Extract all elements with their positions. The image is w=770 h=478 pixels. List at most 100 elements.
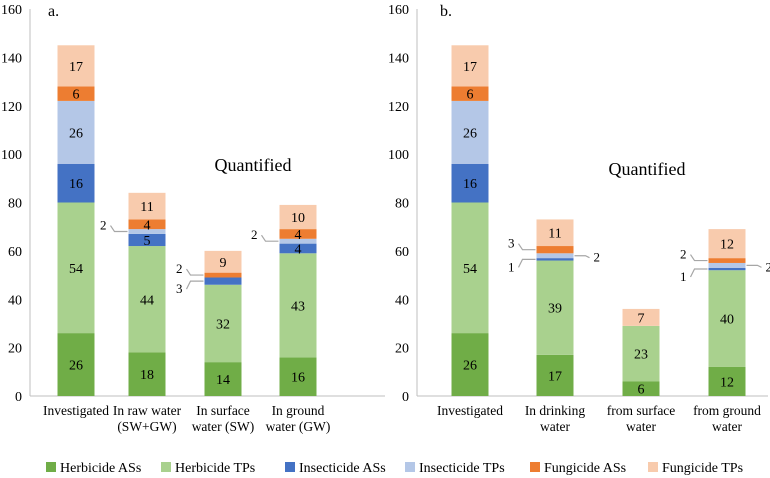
panel-title: a. (48, 3, 59, 20)
y-tick-label: 0 (402, 390, 409, 405)
callout-leader (110, 225, 128, 233)
bar-segment (279, 357, 317, 396)
legend-label: Fungicide TPs (662, 461, 743, 476)
bar-segment (279, 253, 317, 358)
callout-leader (518, 243, 536, 251)
bar-segment (128, 352, 166, 396)
legend-item: Fungicide TPs (648, 461, 743, 476)
x-category-label: water (SW) (192, 419, 255, 434)
bar-segment (279, 243, 317, 254)
bar-segment (622, 325, 660, 382)
y-tick-label: 140 (1, 51, 22, 66)
data-label: 40 (720, 313, 734, 328)
data-label: 17 (463, 60, 477, 75)
x-category-label: In raw water (113, 403, 182, 418)
bar-segment (57, 100, 95, 164)
data-label: 54 (463, 262, 477, 277)
bar-segment (451, 100, 489, 164)
bar-segment (708, 267, 746, 271)
legend-item: Insecticide TPs (405, 461, 505, 476)
callout-label: 2 (680, 247, 687, 262)
y-tick-label: 60 (395, 245, 409, 260)
x-category-label: In ground (272, 403, 325, 418)
data-label: 6 (73, 88, 80, 103)
bar-segment (536, 258, 574, 261)
data-label: 17 (548, 369, 562, 384)
annotation-quantified: Quantified (215, 155, 292, 175)
x-category-label: water (540, 419, 570, 434)
bar-segment (451, 45, 489, 87)
data-label: 12 (720, 375, 734, 390)
callout-leader (186, 268, 204, 276)
data-label: 5 (144, 234, 151, 249)
y-tick-label: 160 (1, 3, 22, 18)
x-category-label: In surface (196, 403, 250, 418)
panel-title: b. (440, 3, 452, 20)
y-tick-label: 60 (8, 245, 22, 260)
bar-segment (57, 333, 95, 396)
y-tick-label: 120 (1, 100, 22, 115)
legend-label: Fungicide ASs (544, 461, 626, 476)
legend-item: Herbicide TPs (161, 461, 255, 476)
legend-label: Insecticide ASs (299, 461, 386, 476)
legend-item: Insecticide ASs (285, 461, 386, 476)
bar-segment (128, 192, 166, 220)
callout-label: 2 (766, 259, 770, 274)
data-label: 12 (720, 238, 734, 253)
x-category-label: from surface (607, 403, 676, 418)
legend: Herbicide ASs Herbicide TPs Insecticide AS… (46, 461, 743, 476)
data-label: 26 (463, 359, 477, 374)
bar-segment (57, 163, 95, 203)
callout-leader (689, 268, 708, 278)
callout-leader (690, 254, 708, 262)
callout-label: 2 (176, 261, 183, 276)
callout-leader (185, 280, 204, 290)
data-label: 23 (634, 348, 648, 363)
callout-label: 2 (100, 218, 107, 233)
y-tick-label: 160 (388, 3, 409, 18)
data-label: 10 (291, 211, 305, 226)
x-category-label: water (712, 419, 742, 434)
data-label: 54 (69, 262, 83, 277)
data-label: 32 (216, 317, 230, 332)
legend-swatch (405, 462, 415, 472)
legend-item: Fungicide ASs (530, 461, 626, 476)
legend-swatch (285, 462, 295, 472)
x-category-label: Investigated (437, 403, 503, 418)
bar-segment (128, 233, 166, 247)
data-label: 39 (548, 302, 562, 317)
data-label: 17 (69, 60, 83, 75)
legend-swatch (46, 462, 56, 472)
legend-swatch (530, 462, 540, 472)
y-tick-label: 0 (15, 390, 22, 405)
bar-segment (279, 204, 317, 230)
data-label: 6 (467, 88, 474, 103)
data-label: 14 (216, 373, 230, 388)
bar-segment (57, 202, 95, 334)
data-label: 26 (69, 359, 83, 374)
bar-segment (204, 362, 242, 396)
bar-segment (708, 270, 746, 367)
bar-segment (279, 229, 317, 239)
x-category-label: (SW+GW) (117, 419, 176, 434)
callout-label: 3 (176, 281, 183, 296)
data-label: 6 (638, 383, 645, 398)
callout-leader (746, 264, 762, 268)
y-tick-label: 100 (388, 148, 409, 163)
data-label: 16 (69, 177, 83, 192)
bar-segment (57, 86, 95, 101)
data-label: 11 (140, 200, 153, 215)
chart-panel-a: 02040608010012014016026541626617Investig… (1, 3, 385, 434)
data-label: 26 (69, 126, 83, 141)
bar-segment (204, 284, 242, 363)
y-tick-label: 140 (388, 51, 409, 66)
bar-segment (451, 163, 489, 203)
bar-segment (708, 229, 746, 259)
bar-segment (451, 86, 489, 101)
bar-segment (279, 238, 317, 244)
bar-segment (708, 366, 746, 396)
x-category-label: water (GW) (266, 419, 331, 434)
chart-panel-b: 02040608010012014016026541626617Investig… (388, 3, 770, 434)
data-label: 4 (144, 218, 151, 233)
